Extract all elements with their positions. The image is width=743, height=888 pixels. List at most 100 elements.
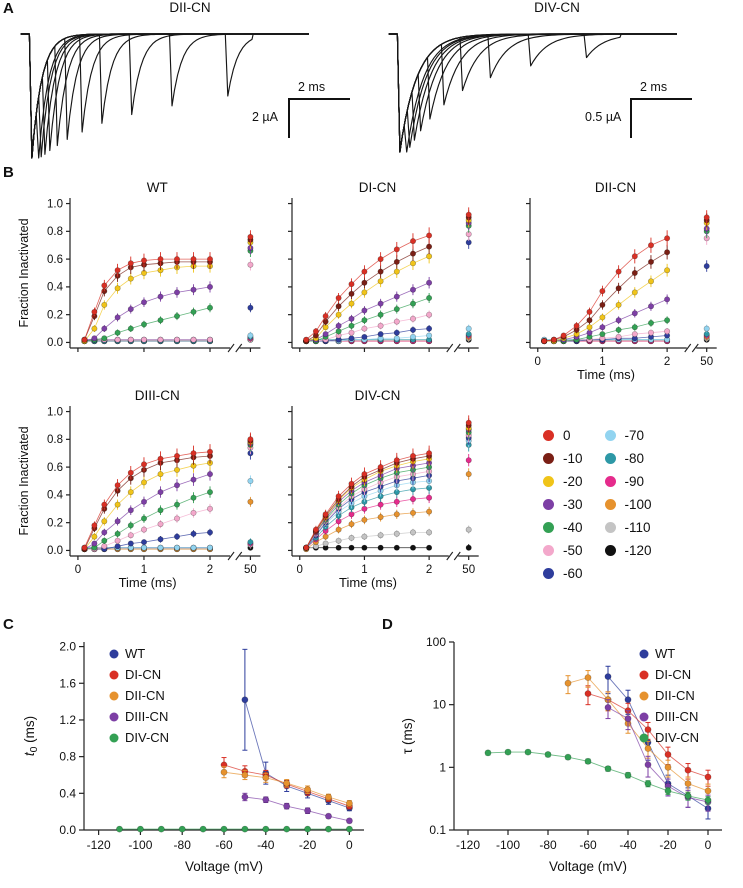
series--110mV: [303, 334, 472, 345]
legend-dot: [543, 476, 554, 487]
svg-text:0: 0: [346, 838, 353, 852]
svg-text:0: 0: [705, 838, 712, 852]
legend-item--40mV: -40: [543, 516, 583, 539]
series--30mV: [541, 221, 710, 345]
svg-text:1.6: 1.6: [59, 676, 76, 690]
svg-text:DIV-CN: DIV-CN: [125, 730, 169, 745]
legend-label: -110: [624, 520, 651, 535]
svg-text:Time (ms): Time (ms): [339, 575, 397, 590]
svg-text:-40: -40: [257, 838, 275, 852]
svg-text:0.4: 0.4: [47, 282, 64, 294]
series--30mV: [81, 436, 254, 553]
svg-text:-60: -60: [215, 838, 233, 852]
legend-item--20mV: -20: [543, 470, 583, 493]
svg-text:0: 0: [535, 356, 541, 368]
svg-text:DIV-CN: DIV-CN: [655, 730, 699, 745]
svg-text:-80: -80: [539, 838, 557, 852]
svg-text:DI-CN: DI-CN: [125, 667, 161, 682]
svg-text:0.8: 0.8: [47, 434, 63, 446]
legend-item-DIII-CN: DIII-CN: [109, 709, 168, 724]
series-0mV: [541, 210, 710, 345]
legend-label: -70: [624, 428, 645, 443]
legend-label: -40: [563, 520, 583, 535]
series--50mV: [541, 231, 710, 345]
panel-a-left-title: DII-CN: [169, 0, 211, 15]
svg-text:50: 50: [244, 564, 257, 576]
svg-text:1.0: 1.0: [47, 198, 63, 210]
svg-text:1: 1: [599, 356, 605, 368]
series--20mV: [303, 421, 472, 551]
svg-text:τ (ms): τ (ms): [400, 718, 415, 754]
legend-label: -90: [624, 474, 645, 489]
scalebar-time-left-label: 2 ms: [298, 80, 326, 94]
svg-text:Voltage (mV): Voltage (mV): [549, 859, 627, 874]
series--40mV: [303, 218, 472, 345]
legend-dot: [543, 453, 554, 464]
svg-text:1: 1: [361, 564, 367, 576]
svg-text:50: 50: [700, 356, 713, 368]
svg-text:DIV-CN: DIV-CN: [355, 388, 401, 403]
current-trace: [20, 33, 309, 159]
series-DII-CN: [220, 766, 353, 807]
panel-d-tau-plot: -120 -100 -80 -60 -40 -20 0 0.1 1 10 100 Voltage (m…: [400, 635, 722, 874]
svg-text:t0 (ms): t0 (ms): [22, 716, 40, 756]
panel-b-div-cn-plot: 0 1 2 50 Time (ms) DIV-CN: [288, 388, 479, 590]
svg-text:DII-CN: DII-CN: [125, 688, 165, 703]
series--20mV: [81, 435, 254, 553]
svg-text:1: 1: [439, 760, 446, 774]
legend-item-DII-CN: DII-CN: [109, 688, 165, 703]
svg-text:0.0: 0.0: [47, 337, 63, 349]
series--40mV: [81, 438, 254, 553]
series-0mV: [303, 415, 472, 551]
scalebar-time-right-label: 2 ms: [640, 80, 668, 94]
series--80mV: [303, 438, 472, 551]
legend-dot: [604, 453, 616, 464]
svg-text:DIII-CN: DIII-CN: [135, 388, 180, 403]
svg-text:Fraction Inactivated: Fraction Inactivated: [17, 426, 31, 535]
series-0mV: [81, 432, 254, 551]
series--40mV: [303, 425, 472, 551]
panel-label-a: A: [3, 0, 14, 17]
legend-item--60mV: -60: [543, 562, 583, 585]
current-trace: [20, 33, 309, 159]
svg-text:0.1: 0.1: [429, 823, 446, 837]
panel-a-right-title: DIV-CN: [534, 0, 580, 15]
panel-label-b: B: [3, 164, 14, 181]
svg-text:0: 0: [75, 564, 81, 576]
svg-text:1.0: 1.0: [47, 406, 63, 418]
svg-text:Fraction Inactivated: Fraction Inactivated: [17, 218, 31, 327]
legend-item--120mV: -120: [604, 539, 652, 562]
legend-label: -120: [624, 543, 652, 558]
panel-c-t0-plot: -120 -100 -80 -60 -40 -20 0 0.0 0.4 0.8 1.2 1.6 2.0 V…: [22, 640, 364, 874]
svg-text:2: 2: [664, 356, 670, 368]
svg-text:1: 1: [141, 564, 147, 576]
svg-text:-120: -120: [87, 838, 111, 852]
series--30mV: [81, 241, 254, 345]
legend-item--10mV: -10: [543, 447, 583, 470]
series--60mV: [541, 260, 710, 345]
scalebar-current-right: [630, 98, 632, 138]
series--60mV: [303, 431, 472, 551]
legend-dot: [604, 430, 616, 441]
voltage-legend: 0 -10 -20 -30 -40 -50 -60 -70 -80 -90 -100 -110 -120: [543, 424, 652, 585]
legend-item-DIV-CN: DIV-CN: [639, 730, 699, 745]
svg-text:-20: -20: [659, 838, 677, 852]
legend-label: -100: [624, 497, 652, 512]
series--10mV: [81, 433, 254, 553]
svg-text:DI-CN: DI-CN: [359, 180, 397, 195]
current-trace: [388, 33, 677, 153]
svg-text:1.2: 1.2: [59, 713, 76, 727]
series--90mV: [81, 334, 254, 345]
series--30mV: [303, 422, 472, 551]
scalebar-time-right: [630, 98, 692, 100]
panel-b-dii-cn-plot: 0 1 2 50 Time (ms) DII-CN: [526, 180, 717, 382]
series--100mV: [81, 334, 254, 345]
svg-text:100: 100: [426, 635, 446, 649]
svg-text:0.2: 0.2: [47, 309, 63, 321]
legend-item-WT: WT: [109, 646, 145, 661]
legend-item--50mV: -50: [543, 539, 583, 562]
svg-text:-100: -100: [128, 838, 152, 852]
legend-item--70mV: -70: [604, 424, 652, 447]
panel-b-diii-cn-plot: 0.0 0.2 0.4 0.6 0.8 1.0 0 1 2 50 Time (ms) Fraction…: [17, 388, 261, 590]
svg-text:WT: WT: [125, 646, 145, 661]
